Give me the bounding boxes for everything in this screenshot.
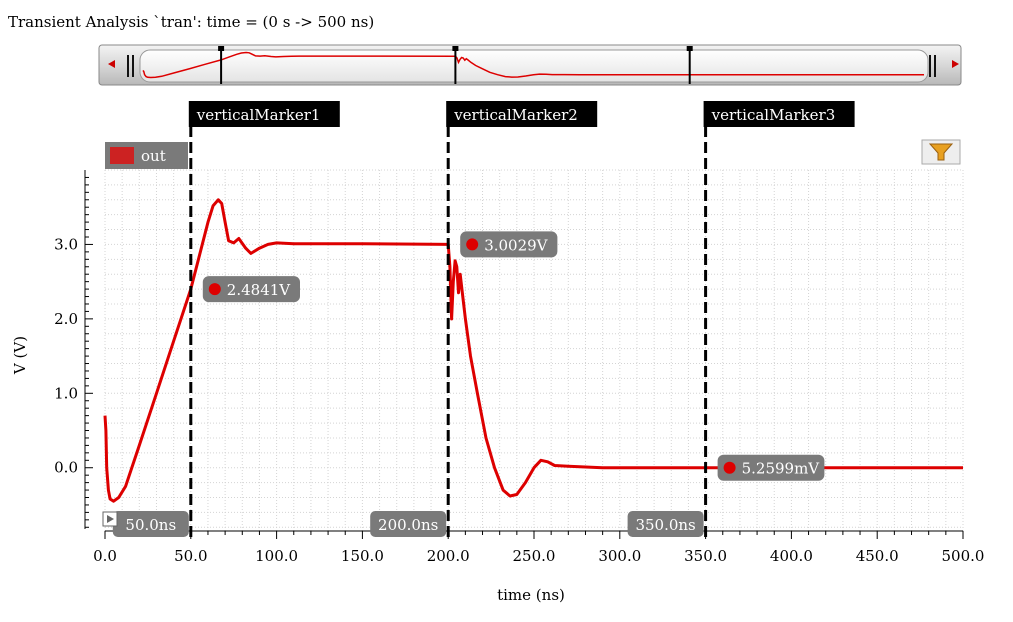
vertical-marker-1[interactable]: verticalMarker1 50.0ns 2.4841V [112,101,340,540]
x-tick-label: 100.0 [255,547,298,565]
scroll-left-handle-icon[interactable] [127,55,134,77]
filter-icon[interactable] [921,139,961,165]
y-axis-title: V (V) [11,336,29,375]
vertical-marker-name-bg[interactable] [188,101,340,127]
y-tick-label: 2.0 [54,310,78,328]
vertical-marker-value-bg [460,231,558,258]
legend-label: out [141,147,166,165]
y-tick-label: 1.0 [54,384,78,402]
overview-marker-cap [452,46,459,51]
x-tick-label: 450.0 [856,547,899,565]
legend[interactable]: out [105,142,188,169]
vertical-marker-value-dot [466,238,479,251]
vertical-marker-2[interactable]: verticalMarker2 200.0ns 3.0029V [370,101,598,540]
vertical-marker-3[interactable]: verticalMarker3 350.0ns 5.2599mV [627,101,855,540]
overview-marker-cap [686,46,693,51]
scroll-left-arrow-icon[interactable] [108,60,115,68]
vertical-marker-value-bg [202,276,300,303]
vertical-marker-name-bg[interactable] [446,101,598,127]
vertical-marker-value-dot [723,461,736,474]
x-tick-label: 500.0 [942,547,985,565]
y-tick-label: 3.0 [54,235,78,253]
x-tick-label: 300.0 [598,547,641,565]
vertical-marker-value: 2.4841V [227,281,291,299]
x-tick-label: 0.0 [93,547,117,565]
x-tick-label: 400.0 [770,547,813,565]
x-tick-label: 150.0 [341,547,384,565]
x-tick-label: 250.0 [513,547,556,565]
x-axis-title: time (ns) [497,586,565,604]
vertical-marker-time-bg [112,511,189,537]
vertical-marker-name: verticalMarker3 [711,106,836,124]
x-tick-label: 50.0 [174,547,207,565]
vertical-marker-value: 5.2599mV [742,460,821,478]
vertical-marker-time: 350.0ns [635,516,695,534]
overview-marker-cap [218,46,225,51]
vertical-marker-time-bg [627,511,704,537]
vertical-marker-name-bg[interactable] [703,101,855,127]
play-icon[interactable] [102,511,118,527]
vertical-marker-value-dot [208,283,221,296]
x-tick-label: 200.0 [427,547,470,565]
vertical-marker-name: verticalMarker1 [196,106,321,124]
vertical-marker-value: 3.0029V [484,236,548,254]
vertical-marker-time: 50.0ns [125,516,176,534]
vertical-marker-time-bg [370,511,447,537]
window-title: Transient Analysis `tran': time = (0 s -… [8,13,375,31]
vertical-marker-time: 200.0ns [378,516,438,534]
y-tick-label: 0.0 [54,459,78,477]
scroll-right-handle-icon[interactable] [929,55,936,77]
overview-scroller[interactable] [98,44,962,86]
scroll-right-arrow-icon[interactable] [952,60,959,68]
vertical-marker-name: verticalMarker2 [453,106,578,124]
legend-swatch [110,147,134,164]
x-tick-label: 350.0 [684,547,727,565]
vertical-marker-value-bg [717,454,825,481]
